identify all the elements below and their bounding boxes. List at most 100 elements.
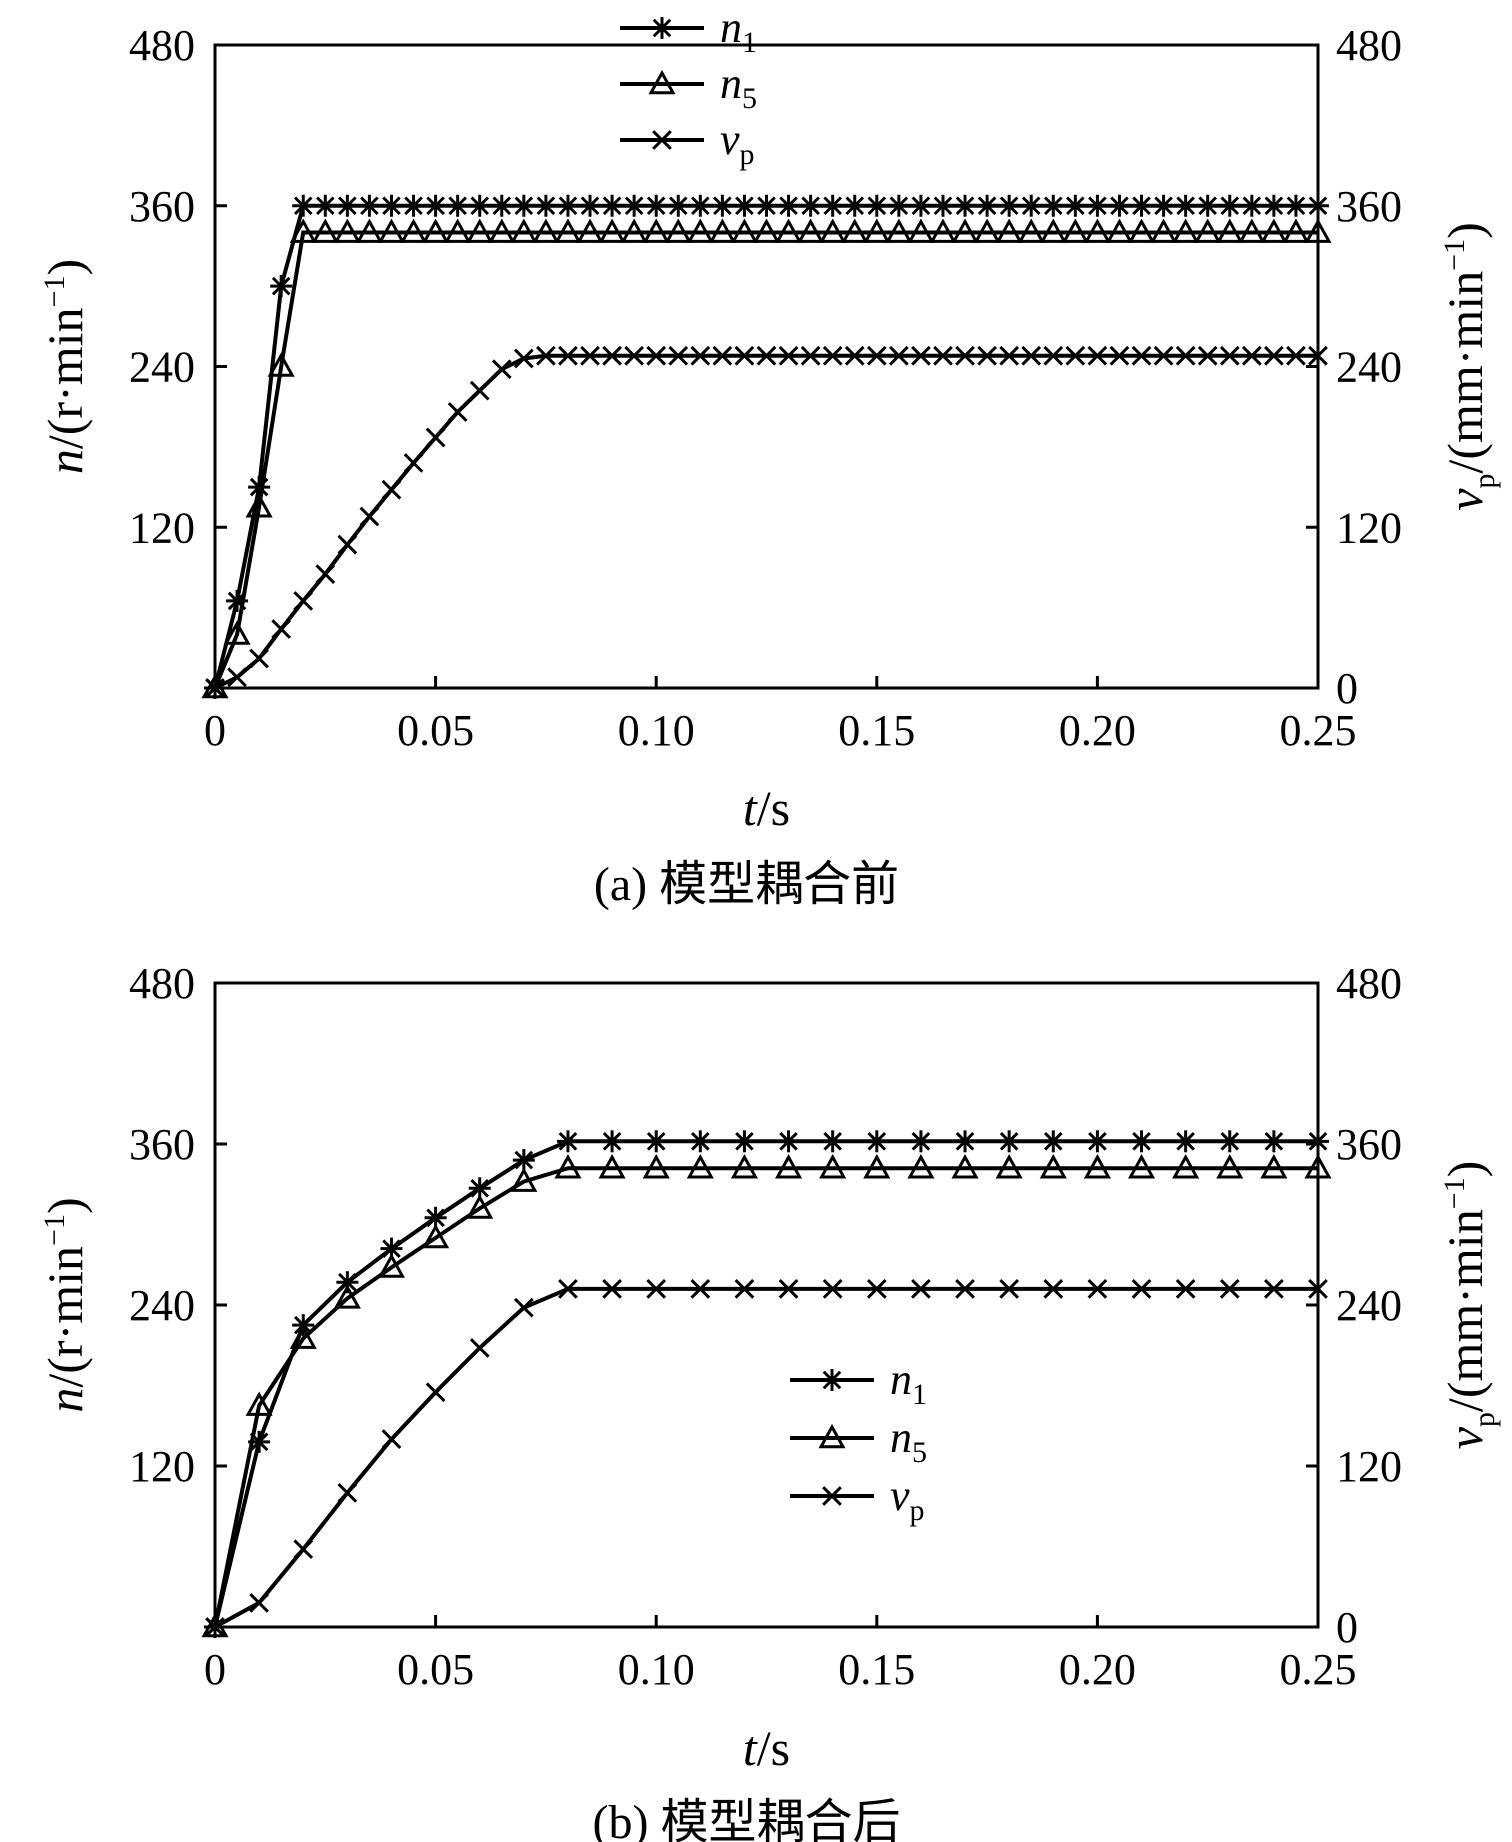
- series-n5: [201, 1154, 1332, 1638]
- data-point-marker: [468, 194, 491, 217]
- data-point-marker: [1130, 194, 1153, 217]
- data-point-marker: [1017, 218, 1045, 243]
- data-point-marker: [1216, 1154, 1244, 1179]
- data-point-marker: [1174, 194, 1197, 217]
- data-point-marker: [865, 1130, 888, 1153]
- data-point-marker: [888, 345, 909, 366]
- data-point-marker: [245, 493, 273, 518]
- data-point-marker: [911, 1279, 931, 1299]
- data-point-marker: [314, 194, 337, 217]
- data-point-marker: [1043, 1279, 1064, 1299]
- data-point-marker: [558, 345, 578, 366]
- data-point-marker: [1196, 194, 1219, 217]
- data-point-marker: [466, 1194, 494, 1219]
- data-point-marker: [733, 194, 756, 217]
- data-point-marker: [822, 345, 843, 366]
- data-point-marker: [1039, 1154, 1067, 1179]
- panel-caption: (a) 模型耦合前: [594, 858, 899, 911]
- y-left-axis-label: n/(r·min−1): [37, 259, 93, 474]
- x-tick-label: 0.15: [838, 706, 915, 755]
- data-point-marker: [1086, 1130, 1109, 1153]
- data-point-marker: [491, 359, 512, 380]
- data-point-marker: [821, 194, 844, 217]
- data-point-marker: [402, 194, 425, 217]
- x-tick-label: 0.25: [1280, 706, 1357, 755]
- y-left-tick-label: 360: [129, 1120, 195, 1169]
- data-point-marker: [689, 1130, 712, 1153]
- data-point-marker: [734, 1279, 755, 1299]
- data-point-marker: [556, 1130, 579, 1153]
- data-point-marker: [333, 218, 361, 243]
- legend-label: n5: [720, 59, 757, 115]
- x-tick-label: 0.05: [397, 706, 474, 755]
- data-point-marker: [624, 345, 645, 366]
- data-point-marker: [819, 1154, 847, 1179]
- data-point-marker: [337, 534, 358, 555]
- x-tick-label: 0.05: [397, 1645, 474, 1694]
- y-right-tick-label: 360: [1336, 1120, 1402, 1169]
- legend-marker: [821, 1369, 843, 1391]
- y-left-tick-label: 360: [129, 182, 195, 231]
- data-point-marker: [645, 1130, 668, 1153]
- data-point-marker: [1064, 194, 1087, 217]
- data-point-marker: [1219, 1279, 1240, 1299]
- legend-marker: [822, 1486, 842, 1506]
- data-point-marker: [1153, 345, 1174, 366]
- chart-panel-b: 0 0.05 0.10 0.15 0.20 0.25 480 360 240 120 480 360 2…: [37, 959, 1501, 1842]
- data-point-marker: [708, 218, 736, 243]
- x-tick-label: 0: [204, 1645, 226, 1694]
- data-point-marker: [447, 402, 468, 422]
- data-point-marker: [293, 591, 314, 611]
- data-point-marker: [359, 506, 380, 527]
- data-point-marker: [245, 1391, 273, 1416]
- data-point-marker: [1172, 218, 1200, 243]
- data-point-marker: [1065, 345, 1086, 366]
- data-point-marker: [756, 345, 777, 366]
- data-point-marker: [381, 1429, 402, 1450]
- data-point-marker: [1308, 345, 1328, 366]
- data-point-marker: [998, 194, 1021, 217]
- data-point-marker: [601, 194, 624, 217]
- legend-item: n5: [620, 59, 757, 115]
- data-point-marker: [422, 218, 450, 243]
- legend-marker: [652, 130, 672, 150]
- data-point-marker: [532, 218, 560, 243]
- data-point-marker: [822, 1279, 843, 1299]
- data-point-marker: [865, 194, 888, 217]
- data-point-marker: [469, 1338, 490, 1358]
- data-point-marker: [778, 345, 799, 366]
- data-point-marker: [668, 345, 689, 366]
- y-right-tick-label: 480: [1336, 959, 1402, 1008]
- data-point-marker: [598, 1154, 626, 1179]
- series-n1: [204, 1130, 1329, 1638]
- data-point-marker: [223, 620, 251, 645]
- data-point-marker: [1219, 345, 1240, 366]
- series-line: [214, 353, 1318, 690]
- data-point-marker: [734, 345, 755, 366]
- data-point-marker: [999, 345, 1020, 366]
- y-right-tick-label: 480: [1336, 21, 1402, 70]
- x-axis-label: t/s: [743, 1720, 790, 1776]
- data-point-marker: [929, 218, 957, 243]
- data-point-marker: [510, 1167, 538, 1192]
- data-point-marker: [620, 218, 648, 243]
- data-point-marker: [1175, 345, 1196, 366]
- data-point-marker: [1197, 345, 1218, 366]
- y-right-tick-label: 120: [1336, 503, 1402, 552]
- y-left-axis-label: n/(r·min−1): [37, 1197, 93, 1412]
- data-point-marker: [1260, 218, 1288, 243]
- data-point-marker: [1083, 218, 1111, 243]
- data-point-marker: [1172, 1154, 1200, 1179]
- data-point-marker: [1174, 1130, 1197, 1153]
- data-point-marker: [579, 194, 602, 217]
- data-point-marker: [292, 194, 315, 217]
- x-tick-label: 0.20: [1059, 706, 1136, 755]
- data-point-marker: [911, 345, 931, 366]
- data-point-marker: [512, 1149, 535, 1172]
- y-right-tick-label: 240: [1336, 343, 1402, 392]
- series-vp: [205, 1279, 1328, 1637]
- data-point-marker: [1264, 1279, 1284, 1299]
- data-point-marker: [1108, 194, 1131, 217]
- data-point-marker: [377, 1253, 406, 1278]
